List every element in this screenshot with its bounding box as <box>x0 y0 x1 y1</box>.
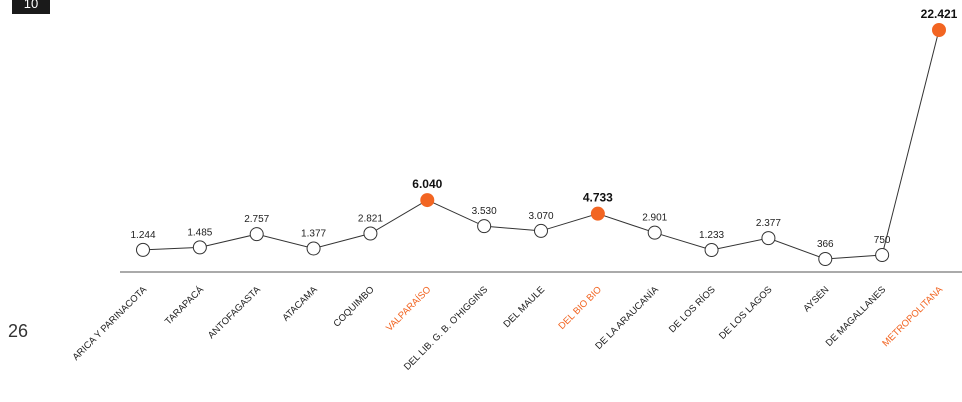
x-tick-label: ARICA Y PARINACOTA <box>71 284 150 363</box>
value-label: 2.377 <box>756 218 781 229</box>
point <box>306 241 321 256</box>
x-tick-label: COQUIMBO <box>331 284 376 329</box>
x-tick-label: ATACAMA <box>280 284 320 324</box>
point <box>363 226 378 241</box>
x-tick-label: DEL BIO BIO <box>557 284 604 331</box>
x-tick-label: DE LOS RÍOS <box>667 284 718 335</box>
point <box>932 23 946 37</box>
value-label: 1.485 <box>187 227 212 238</box>
point <box>249 227 264 242</box>
point <box>477 219 492 234</box>
value-label: 3.070 <box>528 211 553 222</box>
value-label: 2.901 <box>642 213 667 224</box>
value-label: 22.421 <box>921 7 958 21</box>
x-tick-label: TARAPACÁ <box>163 284 206 327</box>
value-label: 1.233 <box>699 230 724 241</box>
point <box>590 206 605 221</box>
value-label: 6.040 <box>412 177 442 191</box>
point <box>875 248 890 263</box>
x-tick-label: VALPARAÍSO <box>384 284 433 333</box>
page-number: 26 <box>8 321 28 341</box>
badge-box <box>12 0 50 14</box>
value-label: 750 <box>874 235 891 246</box>
x-tick-label: DE LA ARAUCANÍA <box>593 284 661 352</box>
value-label: 1.377 <box>301 229 326 240</box>
x-tick-label: METROPOLITANA <box>880 284 945 349</box>
x-tick-label: DEL MAULE <box>502 284 548 330</box>
x-tick-label: DE LOS LAGOS <box>717 284 774 341</box>
value-label: 2.821 <box>358 214 383 225</box>
value-label: 3.530 <box>472 206 497 217</box>
value-label: 366 <box>817 239 834 250</box>
point <box>192 240 207 255</box>
point <box>534 223 548 238</box>
x-tick-label: ANTOFAGASTA <box>206 284 263 341</box>
point <box>647 225 662 240</box>
point <box>420 193 435 208</box>
x-tick-label: AYSÉN <box>801 284 831 314</box>
point <box>136 242 150 257</box>
point <box>818 252 833 266</box>
page-badge: 10 <box>24 0 38 11</box>
point <box>704 242 719 257</box>
point <box>761 231 776 246</box>
value-label: 4.733 <box>583 191 613 205</box>
x-tick-label: DE MAGALLANES <box>824 284 889 349</box>
value-label: 2.757 <box>244 214 269 225</box>
value-label: 1.244 <box>130 230 155 241</box>
